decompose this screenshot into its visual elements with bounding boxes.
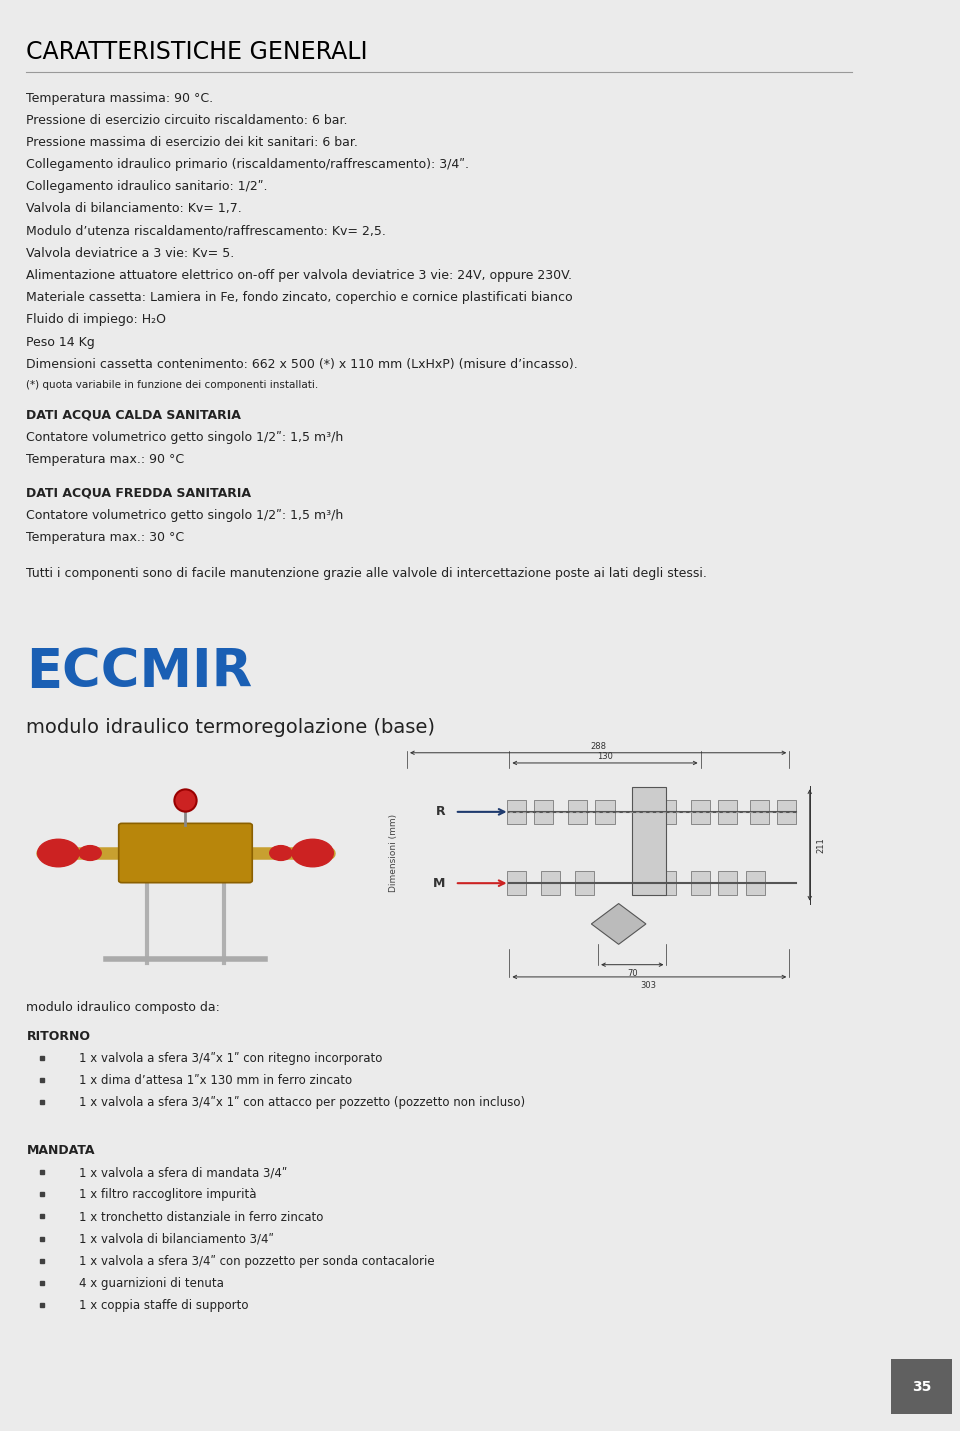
Bar [691,800,710,824]
Text: CARATTERISTICHE GENERALI: CARATTERISTICHE GENERALI [27,40,368,64]
Text: Contatore volumetrico getto singolo 1/2ʺ: 1,5 m³/h: Contatore volumetrico getto singolo 1/2ʺ… [27,431,344,444]
Circle shape [79,846,101,860]
Text: 288: 288 [590,741,606,751]
Text: Pressione di esercizio circuito riscaldamento: 6 bar.: Pressione di esercizio circuito riscalda… [27,114,348,127]
Text: 1 x valvola di bilanciamento 3/4ʺ: 1 x valvola di bilanciamento 3/4ʺ [80,1232,275,1246]
Bar [595,800,614,824]
Bar [540,871,560,896]
Text: Fluido di impiego: H₂O: Fluido di impiego: H₂O [27,313,166,326]
Text: RITORNO: RITORNO [27,1029,90,1043]
Circle shape [270,846,292,860]
Text: 1 x tronchetto distanziale in ferro zincato: 1 x tronchetto distanziale in ferro zinc… [80,1211,324,1224]
Circle shape [37,839,79,867]
Text: DATI ACQUA FREDDA SANITARIA: DATI ACQUA FREDDA SANITARIA [27,487,252,499]
Text: Dimensioni (mm): Dimensioni (mm) [389,814,398,892]
Bar [507,800,526,824]
Text: Valvola deviatrice a 3 vie: Kv= 5.: Valvola deviatrice a 3 vie: Kv= 5. [27,246,235,260]
Text: DATI ACQUA CALDA SANITARIA: DATI ACQUA CALDA SANITARIA [27,408,241,422]
Text: Collegamento idraulico sanitario: 1/2ʺ.: Collegamento idraulico sanitario: 1/2ʺ. [27,180,268,193]
Text: Temperatura max.: 90 °C: Temperatura max.: 90 °C [27,452,184,467]
Text: Collegamento idraulico primario (riscaldamento/raffrescamento): 3/4ʺ.: Collegamento idraulico primario (riscald… [27,157,469,172]
Bar [750,800,769,824]
Text: Pressione massima di esercizio dei kit sanitari: 6 bar.: Pressione massima di esercizio dei kit s… [27,136,358,149]
Text: 1 x coppia staffe di supporto: 1 x coppia staffe di supporto [80,1299,249,1312]
Bar [718,871,737,896]
Text: Temperatura massima: 90 °C.: Temperatura massima: 90 °C. [27,92,214,104]
Text: (*) quota variabile in funzione dei componenti installati.: (*) quota variabile in funzione dei comp… [27,379,319,389]
Text: 1 x valvola a sfera 3/4ʺx 1ʺ con ritegno incorporato: 1 x valvola a sfera 3/4ʺx 1ʺ con ritegno… [80,1052,383,1065]
Bar [657,800,676,824]
Text: Dimensioni cassetta contenimento: 662 x 500 (*) x 110 mm (LxHxP) (misure d’incas: Dimensioni cassetta contenimento: 662 x … [27,358,578,371]
Text: Peso 14 Kg: Peso 14 Kg [27,335,95,349]
Text: modulo idraulico termoregolazione (base): modulo idraulico termoregolazione (base) [27,717,436,737]
Text: 1 x valvola a sfera di mandata 3/4ʺ: 1 x valvola a sfera di mandata 3/4ʺ [80,1166,288,1179]
Bar [507,871,526,896]
Bar [746,871,765,896]
Text: 4 x guarnizioni di tenuta: 4 x guarnizioni di tenuta [80,1276,225,1291]
Bar [691,871,710,896]
Text: modulo idraulico composto da:: modulo idraulico composto da: [27,1000,221,1015]
Text: Modulo d’utenza riscaldamento/raffrescamento: Kv= 2,5.: Modulo d’utenza riscaldamento/raffrescam… [27,225,386,238]
Text: Contatore volumetrico getto singolo 1/2ʺ: 1,5 m³/h: Contatore volumetrico getto singolo 1/2ʺ… [27,508,344,522]
Text: 70: 70 [627,969,637,977]
Text: Temperatura max.: 30 °C: Temperatura max.: 30 °C [27,531,184,544]
Circle shape [292,839,333,867]
Bar [718,800,737,824]
Bar [657,871,676,896]
Bar [575,871,594,896]
Text: Valvola di bilanciamento: Kv= 1,7.: Valvola di bilanciamento: Kv= 1,7. [27,202,242,216]
Text: 211: 211 [817,837,826,853]
Text: R: R [436,806,445,819]
Text: 130: 130 [597,751,612,761]
Text: Alimentazione attuatore elettrico on-off per valvola deviatrice 3 vie: 24V, oppu: Alimentazione attuatore elettrico on-off… [27,269,572,282]
Text: 303: 303 [640,982,657,990]
Text: Materiale cassetta: Lamiera in Fe, fondo zincato, coperchio e cornice plastifica: Materiale cassetta: Lamiera in Fe, fondo… [27,290,573,305]
Bar [777,800,796,824]
Text: 1 x valvola a sfera 3/4ʺx 1ʺ con attacco per pozzetto (pozzetto non incluso): 1 x valvola a sfera 3/4ʺx 1ʺ con attacco… [80,1096,526,1109]
Text: 35: 35 [912,1379,931,1394]
Bar [633,787,666,896]
Text: ECCMIR: ECCMIR [27,645,252,698]
Bar [568,800,588,824]
FancyBboxPatch shape [891,1359,952,1414]
FancyBboxPatch shape [119,823,252,883]
Text: M: M [433,877,445,890]
Text: 1 x dima d’attesa 1ʺx 130 mm in ferro zincato: 1 x dima d’attesa 1ʺx 130 mm in ferro zi… [80,1073,352,1088]
Text: 1 x filtro raccoglitore impurità: 1 x filtro raccoglitore impurità [80,1188,257,1202]
Bar [534,800,553,824]
Polygon shape [591,903,646,944]
Text: Tutti i componenti sono di facile manutenzione grazie alle valvole di intercetta: Tutti i componenti sono di facile manute… [27,567,708,581]
Text: 1 x valvola a sfera 3/4ʺ con pozzetto per sonda contacalorie: 1 x valvola a sfera 3/4ʺ con pozzetto pe… [80,1255,435,1268]
Text: MANDATA: MANDATA [27,1143,95,1158]
